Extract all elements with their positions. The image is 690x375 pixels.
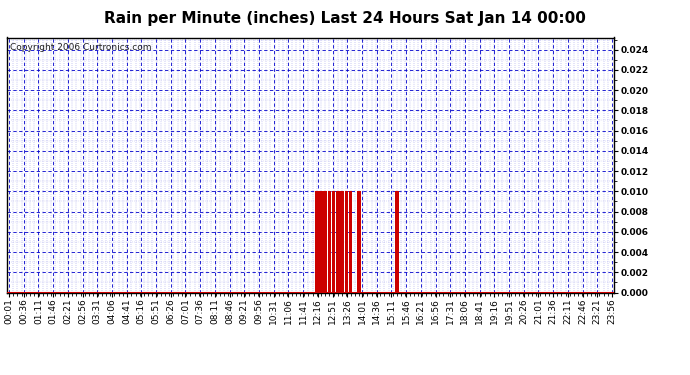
Bar bbox=[315, 191, 319, 292]
Text: Rain per Minute (inches) Last 24 Hours Sat Jan 14 00:00: Rain per Minute (inches) Last 24 Hours S… bbox=[104, 11, 586, 26]
Bar bbox=[319, 191, 323, 292]
Bar bbox=[348, 191, 353, 292]
Bar bbox=[340, 191, 344, 292]
Bar bbox=[324, 191, 327, 292]
Bar bbox=[344, 191, 348, 292]
Bar bbox=[357, 191, 361, 292]
Bar bbox=[395, 191, 399, 292]
Bar bbox=[336, 191, 339, 292]
Bar bbox=[328, 191, 331, 292]
Bar bbox=[332, 191, 335, 292]
Text: Copyright 2006 Curtronics.com: Copyright 2006 Curtronics.com bbox=[10, 43, 151, 52]
